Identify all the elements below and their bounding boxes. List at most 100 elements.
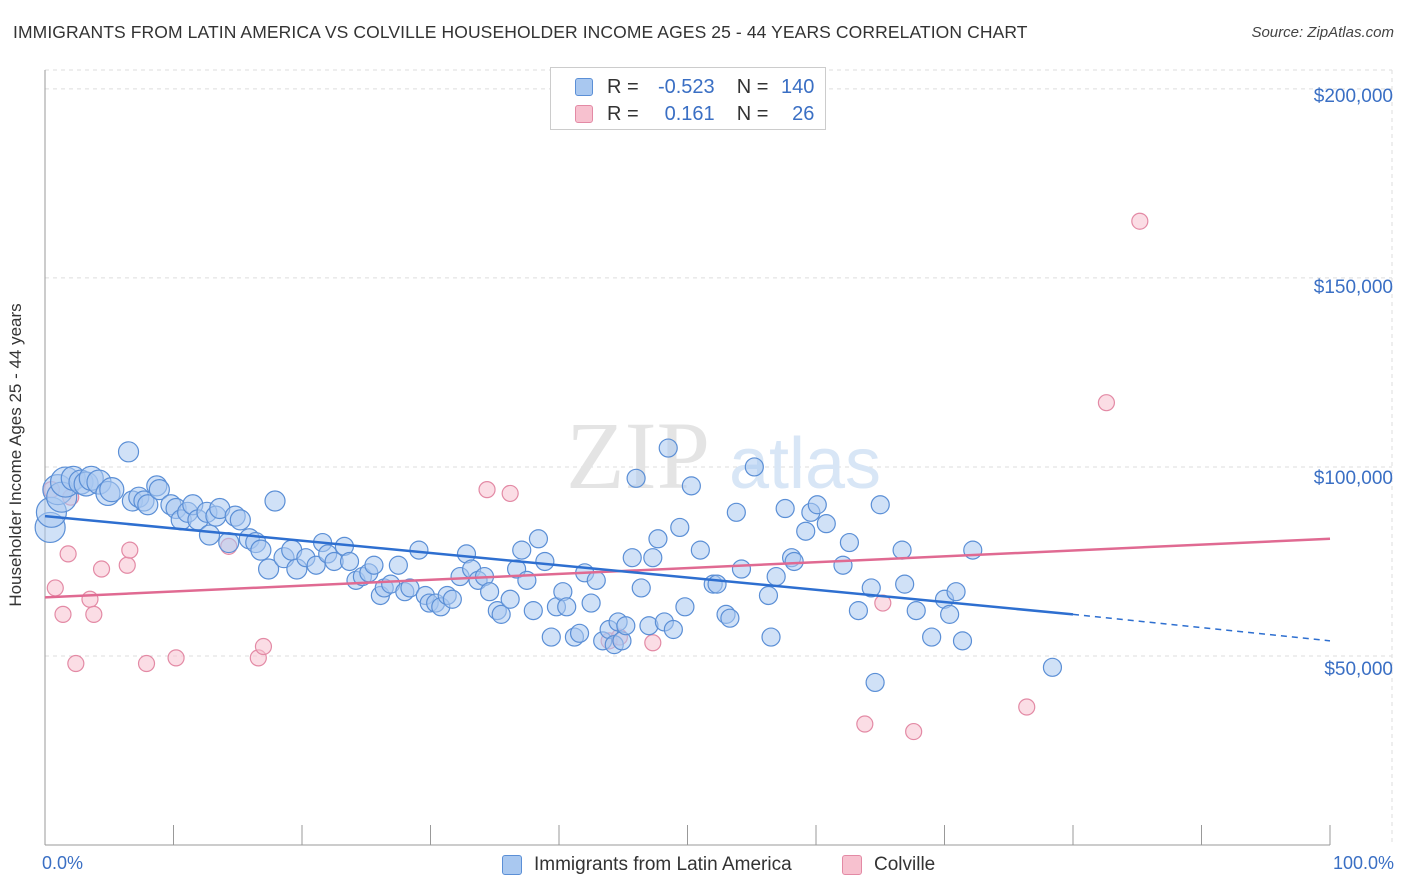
latin-america-point [848, 601, 869, 621]
latin-america-point [643, 548, 663, 568]
colville-point [501, 484, 519, 503]
colville-point [54, 605, 72, 623]
latin-america-point [557, 597, 577, 617]
colville-point [167, 649, 185, 667]
colville-point [137, 654, 156, 673]
bottom-legend-latin-america: Immigrants from Latin America [502, 852, 792, 878]
legend-n-label: N = [736, 102, 769, 125]
latin-america-point [581, 593, 601, 613]
legend-swatch-blue [575, 78, 593, 96]
latin-america-point [861, 578, 881, 598]
latin-america-point [744, 457, 764, 477]
y-tick-label: $150,000 [1313, 277, 1393, 298]
latin-america-point [491, 604, 511, 624]
latin-america-point [500, 589, 520, 609]
colville-point [478, 481, 496, 499]
latin-america-point [870, 495, 890, 515]
latin-america-point [117, 441, 140, 463]
legend-n-value: 26 [792, 102, 815, 125]
latin-america-point [670, 517, 690, 538]
legend-r-label: R = [607, 102, 639, 125]
latin-america-point [528, 529, 549, 549]
chart-title: IMMIGRANTS FROM LATIN AMERICA VS COLVILL… [13, 22, 1028, 42]
latin-america-point [784, 551, 804, 572]
y-tick-label: $200,000 [1313, 86, 1393, 107]
source-label: Source: ZipAtlas.com [1251, 24, 1394, 41]
latin-america-point [952, 631, 973, 651]
latin-america-point [940, 604, 960, 624]
latin-america-point [631, 578, 651, 598]
colville-point [1097, 394, 1116, 412]
latin-america-point [839, 532, 860, 553]
bottom-legend-colville: Colville [842, 852, 935, 878]
legend-n-value: 140 [781, 75, 815, 98]
latin-america-point [796, 521, 816, 541]
latin-america-point [816, 514, 836, 534]
latin-america-point [833, 555, 853, 575]
latin-america-point [523, 601, 543, 621]
colville-point [1018, 698, 1036, 716]
latin-america-point [586, 570, 606, 590]
latin-america-point [720, 608, 740, 628]
latin-america-point [257, 558, 280, 580]
bottom-legend-swatch-pink [842, 855, 862, 875]
colville-point [905, 722, 923, 741]
latin-america-point [946, 582, 966, 602]
latin-america-points [34, 438, 1063, 693]
colville-point [118, 556, 136, 574]
legend-r-value: -0.523 [657, 75, 715, 98]
latin-america-point [895, 574, 915, 594]
colville-point [1131, 212, 1149, 230]
legend-n-label: N = [736, 75, 769, 98]
colville-point [59, 545, 77, 563]
bottom-legend-label: Immigrants from Latin America [534, 854, 792, 875]
latin-america-point [306, 555, 326, 575]
latin-america-point [250, 539, 272, 561]
latin-america-point [480, 582, 500, 602]
colville-point [67, 654, 85, 673]
latin-america-point [648, 529, 668, 549]
latin-america-point [690, 540, 710, 560]
latin-america-point [264, 490, 286, 512]
latin-america-point [442, 589, 462, 609]
bottom-legend-swatch-blue [502, 855, 522, 875]
latin-america-point [758, 585, 779, 606]
latin-america-point [658, 438, 678, 458]
latin-america-point [622, 548, 642, 568]
latin-america-point [865, 672, 885, 693]
latin-america-point [906, 601, 926, 621]
latin-america-point [663, 619, 683, 640]
watermark: ZIP atlas [566, 402, 881, 509]
latin-america-point [512, 540, 532, 560]
latin-america-point [1042, 657, 1063, 677]
legend-r-value: 0.161 [664, 102, 715, 125]
latin-america-point [400, 578, 420, 598]
latin-america-point [626, 468, 646, 488]
latin-america-point [388, 555, 408, 575]
latin-america-point [339, 551, 360, 572]
correlation-legend: R = -0.523 N = 140 R = 0.161 N = 26 [550, 67, 826, 130]
latin-america-point [775, 498, 795, 519]
colville-point [85, 605, 103, 623]
colville-point [81, 590, 99, 608]
colville-point [856, 715, 874, 733]
legend-swatch-pink [575, 105, 593, 123]
latin-america-point [892, 540, 912, 560]
y-tick-label: $50,000 [1324, 659, 1393, 680]
latin-america-point [535, 551, 555, 572]
trend-lines [44, 514, 1331, 642]
legend-row-latin-america: R = -0.523 N = 140 [575, 74, 814, 100]
latin-america-point [148, 479, 170, 501]
latin-america-trend-line [44, 514, 1074, 616]
grid [45, 69, 1393, 845]
legend-row-colville: R = 0.161 N = 26 [575, 101, 814, 127]
latin-america-point [569, 623, 590, 643]
latin-america-point [807, 495, 827, 515]
y-axis-label: Householder Income Ages 25 - 44 years [6, 303, 25, 607]
latin-america-point [731, 559, 752, 579]
latin-america-point [541, 627, 561, 647]
latin-america-point [766, 566, 786, 587]
latin-america-trend-extension [1072, 613, 1331, 642]
colville-point [92, 560, 111, 578]
